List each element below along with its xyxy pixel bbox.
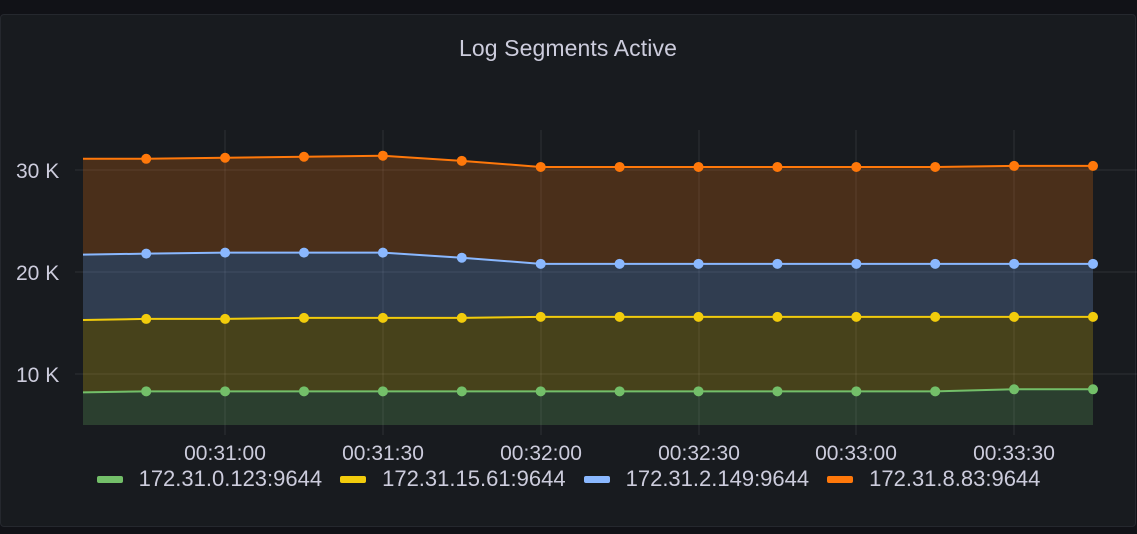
data-point[interactable] [377, 312, 388, 323]
series-color-swatch-icon [583, 475, 610, 483]
data-point[interactable] [299, 247, 309, 258]
data-point[interactable] [693, 161, 704, 172]
legend-label: 172.31.15.61:9644 [382, 466, 566, 491]
data-point[interactable] [851, 258, 862, 269]
area-fill [83, 316, 1093, 393]
data-point[interactable] [851, 386, 862, 397]
data-point[interactable] [772, 258, 783, 269]
data-point[interactable] [299, 151, 309, 162]
data-point[interactable] [614, 311, 625, 322]
data-point[interactable] [1088, 258, 1098, 269]
data-point[interactable] [772, 311, 783, 322]
legend-label: 172.31.8.83:9644 [869, 466, 1041, 491]
y-axis: 10 K 20 K 30 K [16, 160, 59, 387]
data-point[interactable] [693, 258, 704, 269]
data-point[interactable] [535, 311, 546, 322]
data-point[interactable] [456, 386, 467, 397]
data-point[interactable] [535, 161, 546, 172]
data-point[interactable] [377, 386, 388, 397]
x-axis: 00:31:00 00:31:30 00:32:00 00:32:30 00:33:00… [184, 442, 1055, 465]
data-point[interactable] [930, 311, 941, 322]
data-point[interactable] [614, 386, 625, 397]
legend-label: 172.31.2.149:9644 [625, 466, 810, 491]
timeseries-panel: Log Segments Active [0, 14, 1136, 527]
data-point[interactable] [456, 312, 467, 323]
data-point[interactable] [220, 313, 231, 324]
series-line[interactable] [82, 384, 1098, 397]
data-point[interactable] [614, 161, 625, 172]
data-point[interactable] [693, 311, 704, 322]
data-point[interactable] [851, 311, 862, 322]
y-tick-label: 20 K [16, 262, 59, 285]
data-point[interactable] [930, 386, 941, 397]
data-point[interactable] [535, 386, 546, 397]
data-point[interactable] [141, 386, 152, 397]
area-fill [83, 389, 1093, 425]
data-point[interactable] [693, 386, 704, 397]
series-color-swatch-icon [827, 475, 854, 483]
data-point[interactable] [1088, 311, 1098, 322]
data-point[interactable] [141, 248, 152, 259]
x-tick-label: 00:31:00 [184, 442, 266, 465]
data-point[interactable] [377, 150, 388, 161]
legend-item-172-31-0-123[interactable]: 172.31.0.123:9644 [96, 466, 323, 492]
legend: 172.31.0.123:9644 172.31.15.61:9644 172.… [0, 466, 1137, 492]
grid-lines [75, 130, 1137, 435]
legend-label: 172.31.0.123:9644 [138, 466, 323, 491]
data-point[interactable] [456, 155, 467, 166]
series-line[interactable] [82, 247, 1098, 269]
area-fill [83, 252, 1093, 320]
data-point[interactable] [772, 161, 783, 172]
x-tick-label: 00:32:00 [500, 442, 582, 465]
legend-item-172-31-8-83[interactable]: 172.31.8.83:9644 [827, 466, 1040, 492]
data-point[interactable] [220, 152, 231, 163]
y-tick-label: 10 K [16, 364, 59, 387]
data-point[interactable] [220, 386, 231, 397]
data-point[interactable] [141, 153, 152, 164]
data-point[interactable] [614, 258, 625, 269]
data-point[interactable] [299, 312, 309, 323]
legend-item-172-31-15-61[interactable]: 172.31.15.61:9644 [340, 466, 566, 492]
data-point[interactable] [456, 252, 467, 263]
legend-item-172-31-2-149[interactable]: 172.31.2.149:9644 [583, 466, 810, 492]
x-tick-label: 00:33:30 [973, 442, 1055, 465]
data-point[interactable] [377, 247, 388, 258]
x-tick-label: 00:32:30 [658, 442, 740, 465]
series-color-swatch-icon [96, 475, 123, 483]
data-point[interactable] [141, 313, 152, 324]
series-color-swatch-icon [340, 475, 367, 483]
series-line[interactable] [82, 311, 1098, 324]
data-point[interactable] [930, 161, 941, 172]
area-fills [83, 155, 1093, 425]
data-point[interactable] [1009, 258, 1020, 269]
panel-title[interactable]: Log Segments Active [459, 35, 677, 61]
data-point[interactable] [930, 258, 941, 269]
data-point[interactable] [1009, 384, 1020, 395]
y-tick-label: 30 K [16, 160, 59, 183]
data-point[interactable] [535, 258, 546, 269]
data-point[interactable] [772, 386, 783, 397]
data-point[interactable] [1009, 160, 1020, 171]
data-point[interactable] [1088, 160, 1098, 171]
x-tick-label: 00:33:00 [815, 442, 897, 465]
x-tick-label: 00:31:30 [342, 442, 424, 465]
data-point[interactable] [220, 247, 231, 258]
area-fill [83, 155, 1093, 264]
series-line[interactable] [83, 150, 1098, 172]
data-point[interactable] [1009, 311, 1020, 322]
data-point[interactable] [299, 386, 309, 397]
data-point[interactable] [851, 161, 862, 172]
data-point[interactable] [1088, 384, 1098, 395]
